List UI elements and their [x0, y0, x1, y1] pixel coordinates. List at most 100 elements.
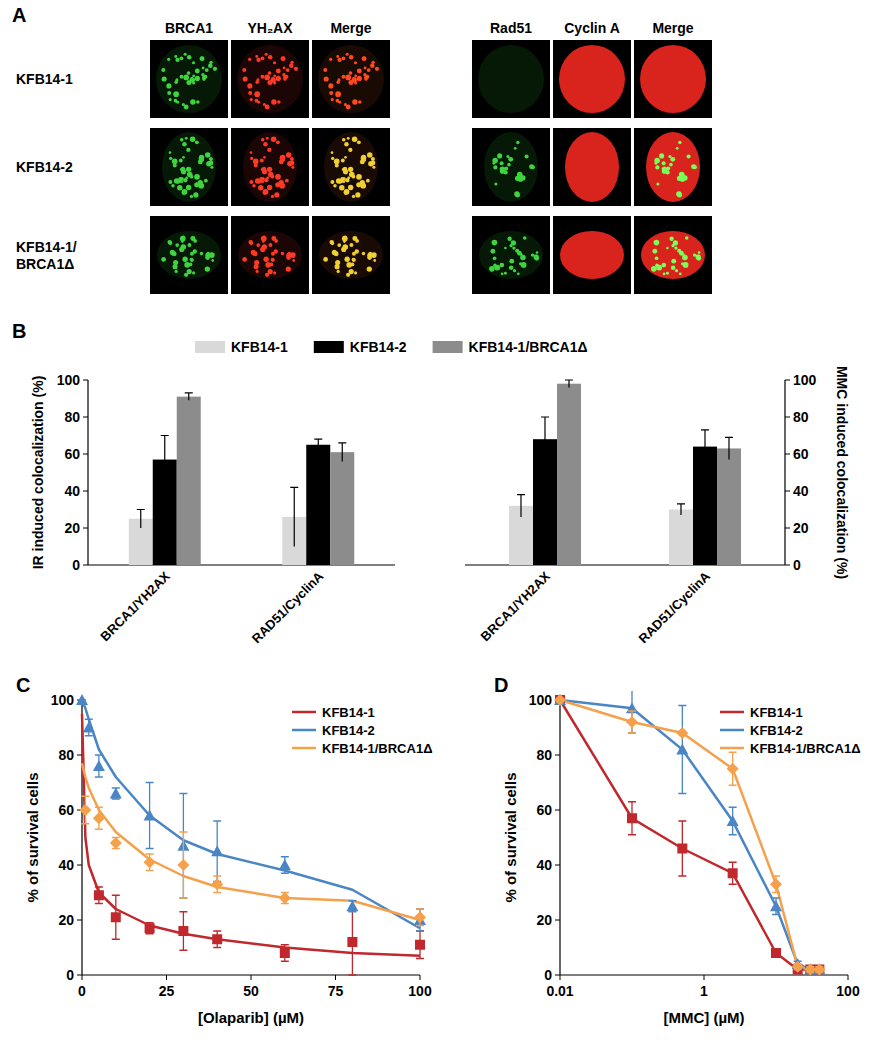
focus [193, 192, 198, 197]
focus [174, 99, 178, 103]
focus [280, 155, 285, 160]
focus [267, 167, 272, 172]
focus [509, 244, 512, 247]
micrograph [553, 216, 631, 294]
focus [367, 152, 373, 158]
bar [306, 445, 330, 565]
xy-chart: C0204060801000255075100[Olaparib] (µM)% … [16, 674, 432, 1026]
focus [179, 159, 183, 163]
focus [190, 252, 194, 256]
micrograph [312, 40, 390, 118]
focus [365, 75, 369, 79]
x-tick [82, 975, 83, 980]
error-bar [678, 821, 686, 876]
focus [205, 266, 210, 271]
legend-line [720, 729, 744, 732]
micrograph [472, 216, 550, 294]
marker [280, 948, 290, 958]
focus [268, 243, 272, 247]
bar [177, 397, 201, 565]
focus [198, 183, 204, 189]
category-label: BRCA1/YH2AX [478, 568, 554, 644]
marker [279, 892, 291, 904]
focus [663, 273, 666, 276]
focus [290, 160, 295, 165]
focus [182, 156, 185, 159]
focus [352, 77, 356, 81]
focus [351, 263, 355, 267]
focus [192, 81, 195, 84]
y-tick [555, 975, 560, 976]
micrograph-background [634, 40, 712, 118]
focus [189, 263, 193, 267]
focus [675, 269, 678, 272]
focus [516, 141, 519, 144]
x-tick [335, 975, 336, 980]
focus [343, 169, 348, 174]
focus [274, 192, 279, 197]
focus [167, 240, 171, 244]
focus [266, 137, 269, 140]
focus [192, 75, 195, 78]
x-tick-label: 1 [700, 983, 708, 999]
focus [356, 174, 362, 180]
focus [169, 98, 172, 101]
marker [178, 926, 188, 936]
focus [345, 75, 351, 81]
focus [192, 271, 195, 274]
focus [523, 236, 527, 240]
focus [281, 57, 285, 61]
legend-label: KFB14-1/BRCA1Δ [322, 741, 432, 756]
error-bar [281, 945, 289, 962]
focus [177, 185, 182, 190]
focus [203, 75, 207, 79]
category-label: RAD51/CyclinA [249, 568, 327, 646]
nucleus [646, 132, 700, 202]
micrograph-background [231, 40, 309, 118]
y-tick-label: 60 [793, 446, 809, 462]
y-tick [83, 565, 88, 566]
legend-line [292, 747, 316, 750]
focus [334, 251, 339, 256]
marker [814, 965, 824, 975]
focus [263, 191, 267, 195]
focus [671, 259, 676, 264]
focus [283, 67, 286, 70]
focus [341, 159, 345, 163]
nucleus [156, 45, 222, 113]
fit-line [82, 763, 420, 920]
x-axis-label: [MMC] (µM) [663, 1009, 744, 1026]
focus [276, 140, 280, 144]
focus [358, 100, 362, 104]
focus [271, 175, 275, 179]
micrograph [472, 40, 550, 118]
focus [371, 157, 375, 161]
focus [281, 252, 284, 255]
focus [509, 265, 514, 270]
focus [344, 156, 347, 159]
panel-label: C [16, 674, 30, 696]
x-tick-label: 100 [408, 983, 432, 999]
focus [329, 58, 332, 61]
focus [333, 184, 336, 187]
focus [166, 83, 171, 88]
marker [144, 856, 156, 868]
focus [173, 163, 177, 167]
nucleus [324, 132, 378, 202]
focus [286, 68, 290, 72]
focus [173, 91, 179, 97]
y-tick-label: 80 [536, 747, 552, 763]
focus [186, 148, 190, 152]
focus [695, 254, 700, 259]
marker [144, 810, 156, 821]
plot-marks [76, 694, 426, 975]
focus [361, 155, 366, 160]
y-tick [555, 810, 560, 811]
category-label: BRCA1/YH2AX [97, 568, 173, 644]
micrograph-background [472, 216, 550, 294]
focus [161, 68, 165, 72]
focus [263, 257, 268, 262]
focus [337, 243, 341, 247]
micrograph-background [231, 128, 309, 206]
focus [354, 81, 357, 84]
